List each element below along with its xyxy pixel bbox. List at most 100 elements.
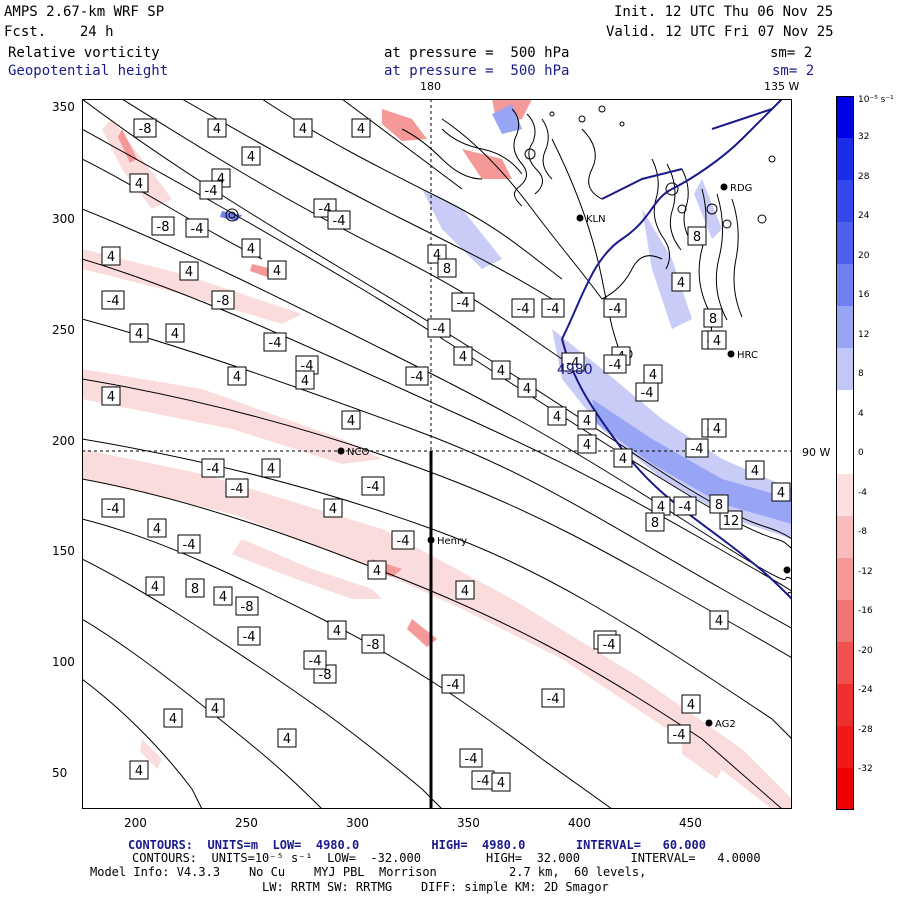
svg-text:12: 12 bbox=[723, 514, 740, 529]
colorbar-tick-label: 20 bbox=[858, 250, 870, 261]
contour-value-label: -4 bbox=[225, 478, 249, 498]
svg-text:-4: -4 bbox=[679, 500, 692, 515]
field2-smoothing: sm= 2 bbox=[772, 63, 815, 79]
footer-contours-vorticity: CONTOURS: UNITS=10⁻⁵ s⁻¹ LOW= -32.000 HI… bbox=[132, 851, 761, 865]
contour-value-label: 4 bbox=[547, 406, 567, 426]
graticule bbox=[82, 99, 792, 452]
contour-value-label: -4 bbox=[603, 354, 627, 374]
svg-text:-4: -4 bbox=[205, 184, 218, 199]
svg-text:4: 4 bbox=[713, 334, 721, 349]
colorbar-tick-label: -28 bbox=[858, 724, 873, 735]
contour-value-label: 4 bbox=[179, 261, 199, 281]
contour-value-label: 4 bbox=[671, 272, 691, 292]
svg-text:4: 4 bbox=[677, 276, 685, 291]
svg-text:4: 4 bbox=[169, 712, 177, 727]
svg-text:8: 8 bbox=[191, 582, 199, 597]
contour-value-label: 4 bbox=[367, 560, 387, 580]
field2-name: Geopotential height bbox=[8, 63, 169, 79]
station-marker: AG2 bbox=[705, 719, 736, 730]
colorbar-tick-label: -16 bbox=[858, 606, 873, 616]
contour-value-label: 4 bbox=[771, 482, 791, 502]
svg-text:-4: -4 bbox=[691, 442, 704, 457]
field1-name: Relative vorticity bbox=[8, 45, 160, 61]
contour-value-label: 4 bbox=[455, 580, 475, 600]
field2-level: at pressure = 500 hPa bbox=[384, 63, 570, 79]
svg-text:4: 4 bbox=[553, 410, 561, 425]
contour-value-label: -8 bbox=[361, 634, 385, 654]
colorbar-tick-label: -32 bbox=[858, 764, 873, 774]
svg-text:4: 4 bbox=[153, 522, 161, 537]
x-tick-label: 400 bbox=[568, 816, 591, 830]
station-marker: HRC bbox=[727, 350, 758, 361]
colorbar-tick-label: 0 bbox=[858, 448, 864, 458]
svg-text:-8: -8 bbox=[217, 294, 230, 309]
colorbar-segment bbox=[836, 474, 854, 517]
height-contour-label: 4980 bbox=[557, 362, 593, 378]
svg-text:-4: -4 bbox=[447, 678, 460, 693]
contour-value-label: 8 bbox=[185, 578, 205, 598]
colorbar-segment bbox=[836, 558, 854, 601]
field1-smoothing: sm= 2 bbox=[770, 45, 813, 61]
contour-value-label: -4 bbox=[177, 534, 201, 554]
svg-text:4: 4 bbox=[459, 350, 467, 365]
contour-value-label: -4 bbox=[635, 382, 659, 402]
svg-text:4: 4 bbox=[333, 624, 341, 639]
contour-value-label: 4 bbox=[341, 410, 361, 430]
contour-value-label: 4 bbox=[327, 620, 347, 640]
colorbar-tick-label: 32 bbox=[858, 132, 870, 142]
contour-value-label: -4 bbox=[391, 530, 415, 550]
contour-value-label: 4 bbox=[267, 260, 287, 280]
svg-text:4: 4 bbox=[433, 248, 441, 263]
contour-value-label: 4 bbox=[129, 173, 149, 193]
svg-text:-4: -4 bbox=[231, 482, 244, 497]
contour-value-label: 4 bbox=[163, 708, 183, 728]
colorbar-segment bbox=[836, 264, 854, 307]
contour-value-label: -4 bbox=[459, 748, 483, 768]
svg-text:8: 8 bbox=[651, 516, 659, 531]
svg-text:4: 4 bbox=[185, 265, 193, 280]
contour-value-label: -4 bbox=[185, 218, 209, 238]
svg-text:-4: -4 bbox=[457, 296, 470, 311]
contour-value-label: -4 bbox=[441, 674, 465, 694]
colorbar-segment bbox=[836, 768, 854, 810]
colorbar-tick-label: 16 bbox=[858, 290, 870, 300]
contour-value-label: -4 bbox=[471, 770, 495, 790]
svg-text:-4: -4 bbox=[433, 322, 446, 337]
svg-text:8: 8 bbox=[693, 230, 701, 245]
footer-model-info: Model Info: V4.3.3 No Cu MYJ PBL Morriso… bbox=[90, 865, 647, 879]
svg-text:4: 4 bbox=[107, 390, 115, 405]
contour-value-label: -4 bbox=[511, 298, 535, 318]
station-marker: Henry bbox=[427, 536, 467, 547]
svg-text:4: 4 bbox=[267, 462, 275, 477]
contour-value-label: 4 bbox=[205, 698, 225, 718]
svg-text:-4: -4 bbox=[367, 480, 380, 495]
svg-text:-4: -4 bbox=[465, 752, 478, 767]
colorbar-segment bbox=[836, 600, 854, 643]
strong-negative-shading bbox=[118, 99, 532, 647]
colorbar-tick-label: 4 bbox=[858, 408, 864, 419]
contour-value-label: -4 bbox=[303, 650, 327, 670]
svg-text:-8: -8 bbox=[241, 600, 254, 615]
svg-text:-4: -4 bbox=[243, 630, 256, 645]
contour-value-label: 4 bbox=[517, 378, 537, 398]
contour-value-label: -4 bbox=[673, 496, 697, 516]
svg-text:-4: -4 bbox=[547, 302, 560, 317]
contour-value-label: 12 bbox=[719, 510, 743, 530]
contour-value-label: -8 bbox=[211, 290, 235, 310]
lon-label-180: 180 bbox=[420, 80, 441, 93]
svg-text:-4: -4 bbox=[207, 462, 220, 477]
svg-text:-8: -8 bbox=[319, 668, 332, 683]
contour-value-label: 4 bbox=[709, 610, 729, 630]
svg-text:4: 4 bbox=[715, 614, 723, 629]
svg-text:-4: -4 bbox=[309, 654, 322, 669]
colorbar-tick-label: 8 bbox=[858, 369, 864, 379]
contour-value-label: 4 bbox=[213, 586, 233, 606]
station-marker: RDG bbox=[720, 183, 752, 194]
contour-value-label: 4 bbox=[651, 496, 671, 516]
svg-text:4: 4 bbox=[135, 764, 143, 779]
contour-value-label: 4 bbox=[351, 118, 371, 138]
colorbar-segment bbox=[836, 222, 854, 265]
colorbar-segment bbox=[836, 642, 854, 685]
